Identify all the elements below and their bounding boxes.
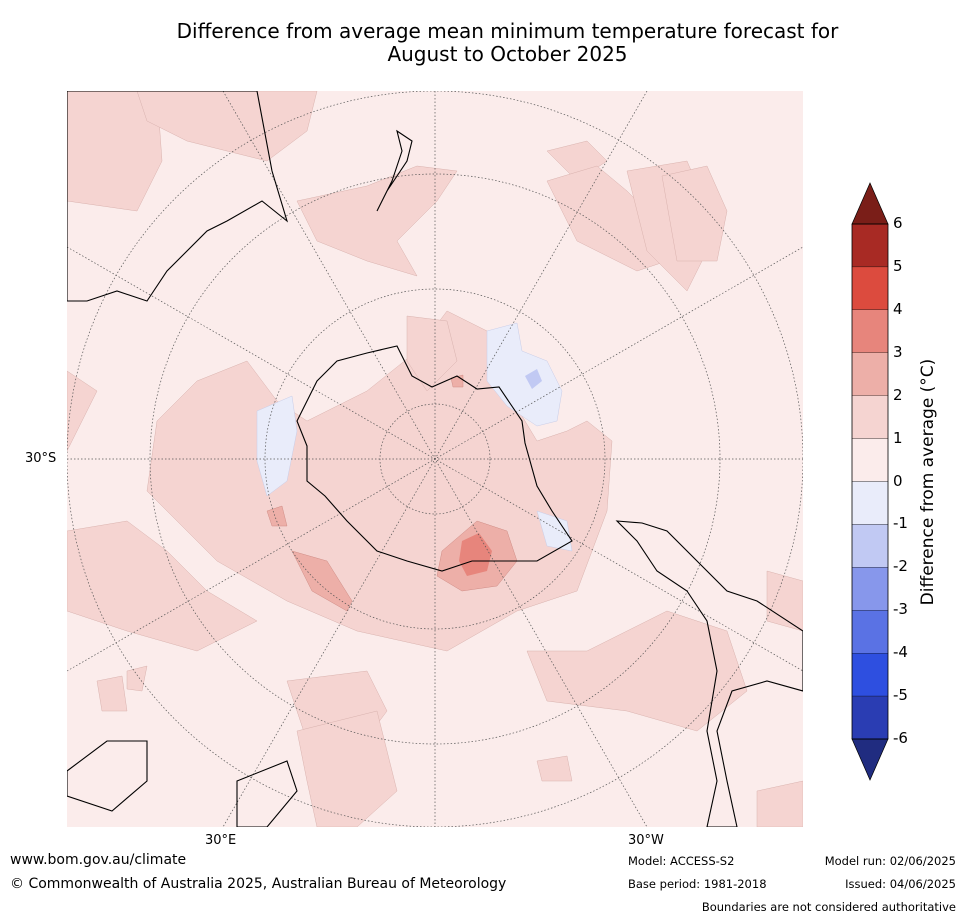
colorbar-bin bbox=[851, 352, 889, 396]
lon-label-30w: 30°W bbox=[628, 833, 664, 848]
lon-label-30e: 30°E bbox=[205, 833, 237, 848]
polar-map bbox=[67, 91, 803, 827]
colorbar-label: Difference from average (°C) bbox=[918, 358, 938, 606]
colorbar-under-arrow bbox=[851, 738, 889, 781]
coastlines bbox=[67, 91, 803, 827]
colorbar-tick-label: 1 bbox=[893, 428, 903, 447]
colorbar-bin bbox=[851, 266, 889, 310]
graticule bbox=[67, 91, 803, 827]
footer-copyright: © Commonwealth of Australia 2025, Austra… bbox=[10, 876, 507, 892]
colorbar-frame bbox=[851, 223, 889, 740]
colorbar-tick-label: 5 bbox=[893, 256, 903, 275]
footer-website[interactable]: www.bom.gov.au/climate bbox=[10, 852, 187, 868]
lat-label-30s: 30°S bbox=[25, 451, 57, 466]
africa-coast bbox=[67, 740, 148, 812]
colorbar-bin bbox=[851, 309, 889, 353]
anomaly-minus-1-to-0 bbox=[256, 322, 573, 552]
colorbar-bin bbox=[851, 223, 889, 268]
colorbar-bin bbox=[851, 567, 889, 611]
colorbar bbox=[851, 182, 889, 781]
antarctica-coast bbox=[296, 345, 573, 572]
title-line-2: August to October 2025 bbox=[387, 42, 628, 66]
colorbar-bin bbox=[851, 695, 889, 740]
footer-model-run: Model run: 02/06/2025 bbox=[824, 854, 956, 868]
colorbar-bin bbox=[851, 653, 889, 697]
colorbar-tick-label: -6 bbox=[893, 729, 908, 747]
anomaly-minus-2-to-1 bbox=[525, 369, 542, 389]
colorbar-tick-label: 4 bbox=[893, 299, 903, 318]
map-title: Difference from average mean minimum tem… bbox=[0, 20, 965, 66]
colorbar-bin bbox=[851, 610, 889, 654]
colorbar-bin bbox=[851, 395, 889, 439]
colorbar-tick-label: -2 bbox=[893, 557, 908, 576]
colorbar-tick-label: 2 bbox=[893, 385, 903, 404]
colorbar-bin bbox=[851, 438, 889, 482]
australia-coast bbox=[67, 91, 289, 302]
title-line-1: Difference from average mean minimum tem… bbox=[176, 19, 839, 43]
colorbar-tick-label: -4 bbox=[893, 643, 908, 662]
footer-issued: Issued: 04/06/2025 bbox=[845, 877, 956, 891]
colorbar-tick-label: -3 bbox=[893, 600, 908, 619]
colorbar-tick-label: -5 bbox=[893, 686, 908, 705]
colorbar-tick-label: 0 bbox=[893, 471, 903, 490]
footer-base-period: Base period: 1981-2018 bbox=[628, 877, 767, 891]
colorbar-bin bbox=[851, 481, 889, 525]
footer-model: Model: ACCESS-S2 bbox=[628, 854, 735, 868]
footer-disclaimer: Boundaries are not considered authoritat… bbox=[701, 900, 956, 914]
colorbar-tick-label: -1 bbox=[893, 514, 908, 533]
colorbar-over-arrow bbox=[851, 182, 889, 225]
south-america-coast bbox=[615, 520, 803, 827]
madagascar-coast bbox=[236, 760, 298, 827]
colorbar-tick-label: 3 bbox=[893, 342, 903, 361]
colorbar-bin bbox=[851, 524, 889, 568]
new-zealand-coast bbox=[376, 129, 413, 212]
colorbar-tick-label: 6 bbox=[893, 214, 903, 232]
